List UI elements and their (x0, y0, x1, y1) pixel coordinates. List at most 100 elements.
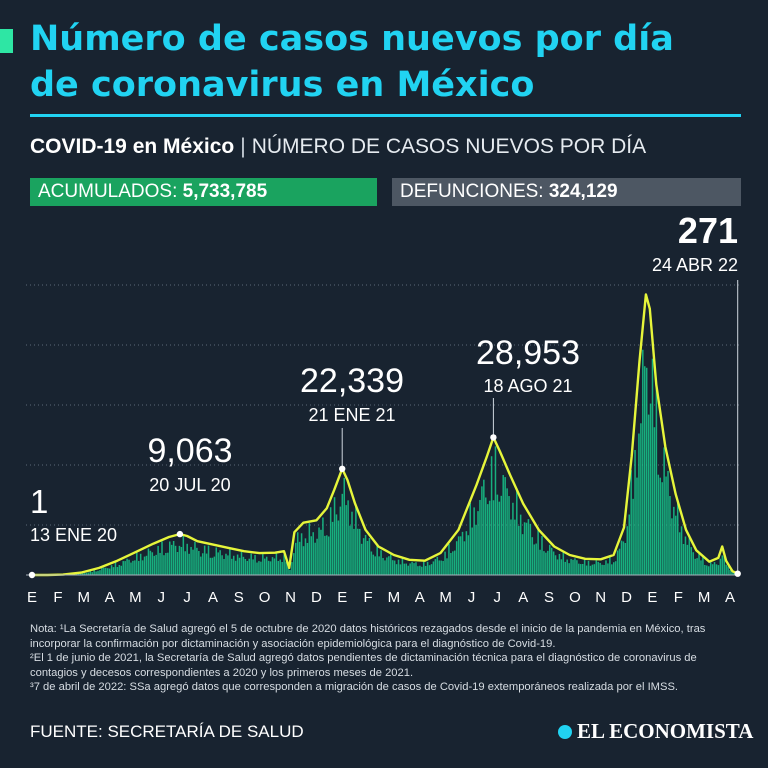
daily-bar (81, 572, 84, 575)
daily-bar (611, 564, 613, 575)
daily-bar (417, 566, 419, 575)
daily-bar (83, 573, 86, 575)
daily-bar (436, 556, 439, 575)
daily-bar (118, 565, 121, 575)
note-2: ²El 1 de junio de 2021, la Secretaría de… (30, 652, 697, 679)
daily-bar (124, 561, 126, 575)
daily-bar (310, 536, 313, 575)
daily-bar (79, 573, 82, 575)
daily-bar (483, 479, 485, 575)
daily-bar (558, 553, 561, 575)
daily-bar (157, 545, 159, 575)
daily-bar (517, 525, 520, 575)
daily-bar (440, 560, 442, 575)
peak-date-label: 21 ENE 21 (308, 405, 395, 425)
daily-bar (413, 563, 415, 575)
peak-date-label: 20 JUL 20 (149, 475, 230, 495)
daily-bar (397, 559, 400, 575)
daily-bar (382, 558, 384, 575)
daily-bar (682, 544, 685, 575)
x-tick-label: D (311, 589, 322, 606)
daily-bar (378, 556, 380, 575)
daily-bar (669, 496, 671, 575)
daily-bar (711, 564, 714, 575)
daily-bar (609, 556, 611, 575)
daily-bar (295, 542, 297, 575)
daily-bar (285, 561, 287, 575)
daily-bar (291, 562, 293, 575)
daily-bar (572, 559, 574, 575)
daily-bar (469, 502, 472, 575)
daily-bar (607, 563, 609, 575)
daily-bar (519, 514, 522, 575)
daily-bar (75, 573, 78, 575)
x-tick-label: E (647, 589, 657, 606)
x-tick-label: F (364, 589, 373, 606)
daily-bar (184, 551, 187, 575)
chart-grid (26, 284, 740, 526)
x-tick-label: J (183, 589, 191, 606)
daily-bar (366, 540, 369, 575)
daily-bar (194, 541, 196, 575)
daily-bar (401, 557, 404, 575)
daily-bar (93, 569, 95, 575)
daily-bar (85, 572, 88, 575)
source-credit: FUENTE: SECRETARÍA DE SALUD (30, 722, 304, 741)
daily-bar (506, 488, 508, 575)
el-economista-logo-icon (558, 725, 572, 739)
daily-bar (516, 488, 518, 575)
daily-bar (174, 545, 177, 575)
daily-bar (300, 533, 303, 575)
daily-bar (459, 536, 462, 575)
daily-bar (580, 564, 582, 575)
daily-bar (706, 565, 708, 575)
daily-bar (725, 564, 727, 575)
peak-value-label: 271 (678, 210, 738, 251)
daily-bar (523, 522, 526, 575)
daily-bar (564, 561, 567, 575)
daily-bar (630, 470, 632, 575)
daily-bar (719, 558, 722, 575)
note-3: ³7 de abril de 2022: SSa agregó datos qu… (30, 681, 679, 694)
daily-bar (597, 561, 599, 575)
daily-bar (692, 552, 694, 575)
daily-bar (176, 552, 179, 575)
x-tick-label: M (439, 589, 452, 606)
cases-total-badge: ACUMULADOS: 5,733,785 (30, 178, 377, 206)
daily-bar (593, 564, 596, 575)
daily-bar (457, 536, 460, 575)
title-line-2: de coronavirus en México (30, 65, 535, 105)
daily-bar (405, 563, 408, 575)
daily-bar (372, 554, 375, 575)
peak-value-label: 1 (30, 483, 48, 520)
daily-bar (201, 553, 204, 575)
daily-bar (169, 541, 171, 575)
daily-bar (165, 552, 167, 575)
daily-bar (180, 547, 183, 575)
daily-bar (114, 561, 117, 575)
daily-bar (554, 555, 557, 575)
daily-bar (256, 562, 258, 575)
x-tick-label: M (698, 589, 711, 606)
x-tick-label: O (569, 589, 581, 606)
daily-bar (545, 552, 547, 575)
daily-bar (614, 561, 617, 575)
daily-bar (108, 568, 111, 575)
daily-bar (634, 450, 636, 575)
daily-bar (438, 560, 440, 575)
note-1: Nota: ¹La Secretaría de Salud agregó el … (30, 623, 706, 650)
daily-bar (320, 529, 322, 575)
daily-bar (587, 560, 590, 575)
daily-bar (612, 562, 615, 575)
daily-bars (68, 349, 739, 575)
daily-bar (335, 514, 338, 575)
daily-bar (136, 552, 138, 575)
daily-bar (254, 554, 256, 575)
daily-bar (287, 562, 289, 575)
daily-bar (667, 470, 669, 575)
daily-bar (552, 551, 555, 575)
daily-bar (578, 563, 580, 575)
daily-bar (149, 550, 152, 575)
daily-bar (709, 562, 712, 575)
daily-bar (455, 541, 458, 575)
